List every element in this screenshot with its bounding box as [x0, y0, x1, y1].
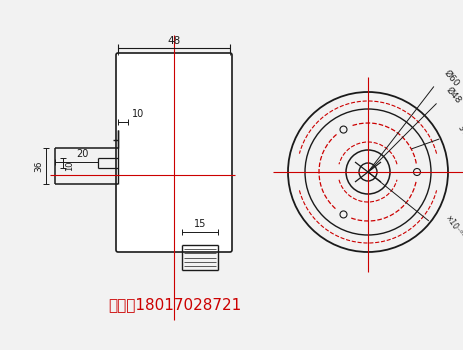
Text: 3-M4深0: 3-M4深0	[455, 123, 463, 151]
Text: 10: 10	[131, 109, 144, 119]
FancyBboxPatch shape	[116, 53, 232, 252]
Text: Ø60: Ø60	[441, 69, 460, 89]
Text: 48: 48	[167, 36, 180, 46]
Text: 15: 15	[194, 219, 206, 229]
Text: ×10⁻⁰·⁰¹⁸: ×10⁻⁰·⁰¹⁸	[443, 214, 463, 248]
Text: 手机：18017028721: 手机：18017028721	[108, 298, 241, 313]
Text: 10: 10	[65, 161, 75, 171]
Text: Ø48: Ø48	[444, 85, 462, 105]
Text: 36: 36	[34, 160, 44, 172]
Text: 20: 20	[75, 149, 88, 159]
